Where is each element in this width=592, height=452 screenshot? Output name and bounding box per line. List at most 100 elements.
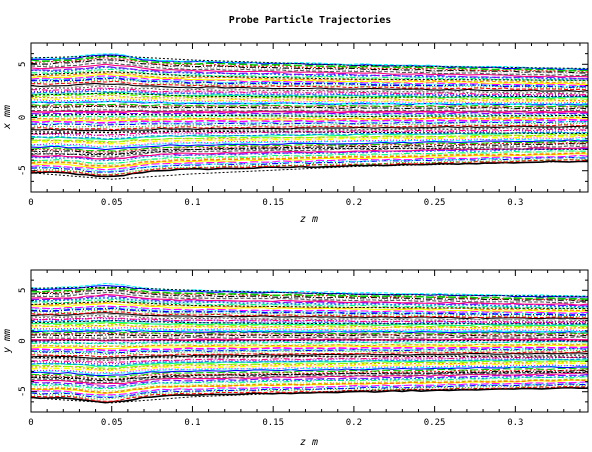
x-tick-label: 0.3 xyxy=(507,198,523,208)
trajectory-line xyxy=(31,307,588,316)
series-line xyxy=(31,339,588,342)
trajectory-line xyxy=(31,341,588,345)
x-tick-label: 0.25 xyxy=(424,418,446,428)
trajectory-line xyxy=(31,332,588,336)
trajectory-line xyxy=(31,131,588,140)
trajectory-line xyxy=(31,72,588,84)
trajectory-line xyxy=(31,360,588,369)
trajectory-line xyxy=(31,156,588,173)
trajectory-line xyxy=(31,117,588,122)
trajectory-line xyxy=(31,104,588,108)
trajectory-line xyxy=(31,75,588,87)
x-tick-label: 0.3 xyxy=(507,418,523,428)
trajectory-line xyxy=(31,85,588,94)
series-line xyxy=(31,355,588,359)
trajectory-line xyxy=(31,372,588,385)
trajectory-line xyxy=(31,382,588,398)
trajectory-line xyxy=(31,125,588,132)
trajectory-line xyxy=(31,317,588,324)
trajectory-line xyxy=(31,323,588,329)
trajectory-line xyxy=(31,386,588,402)
trajectory-line xyxy=(31,76,588,89)
trajectory-line xyxy=(31,302,588,312)
trajectory-line xyxy=(31,97,588,103)
series-line xyxy=(31,113,588,117)
trajectory-line xyxy=(31,106,588,111)
y-tick-label: 0 xyxy=(18,115,28,120)
trajectory-line xyxy=(31,362,588,372)
y-axis-label-top: x mm xyxy=(2,105,13,130)
trajectory-line xyxy=(31,57,588,73)
trajectory-line xyxy=(31,364,588,374)
trajectory-line xyxy=(31,306,588,315)
trajectory-line xyxy=(31,121,588,127)
x-tick-label: 0.15 xyxy=(262,198,284,208)
x-tick-label: 0.2 xyxy=(346,418,362,428)
trajectory-line xyxy=(31,289,588,302)
trajectory-line xyxy=(31,364,588,375)
trajectory-line xyxy=(31,381,588,396)
trajectory-line xyxy=(31,80,588,91)
trajectory-line xyxy=(31,350,588,358)
trajectory-line xyxy=(31,73,588,86)
trajectory-line xyxy=(31,290,588,303)
x-tick-label: 0 xyxy=(28,198,33,208)
trajectory-line xyxy=(31,133,588,143)
trajectory-line xyxy=(31,120,588,125)
trajectory-line xyxy=(31,103,588,108)
trajectory-line xyxy=(31,366,588,377)
trajectory-line xyxy=(31,98,588,104)
trajectory-line xyxy=(31,305,588,314)
y-tick-label: 5 xyxy=(18,288,28,293)
trajectory-line xyxy=(31,82,588,93)
trajectory-line xyxy=(31,118,588,124)
trajectory-line xyxy=(31,369,588,382)
series-line xyxy=(31,92,588,98)
trajectory-line xyxy=(31,297,588,308)
series-line xyxy=(31,130,588,134)
trajectory-line xyxy=(31,147,588,162)
trajectory-line xyxy=(31,151,588,168)
trajectory-line xyxy=(31,355,588,363)
trajectory-line xyxy=(31,348,588,354)
x-tick-label: 0.05 xyxy=(101,198,123,208)
x-tick-label: 0.1 xyxy=(184,418,200,428)
series-line xyxy=(31,160,588,180)
y-tick-label: 0 xyxy=(18,338,28,343)
trajectory-line xyxy=(31,136,588,148)
trajectory-line xyxy=(31,378,588,392)
trajectory-line xyxy=(31,384,588,400)
figure-title: Probe Particle Trajectories xyxy=(229,14,392,26)
trajectory-line xyxy=(31,375,588,389)
trajectory-line xyxy=(31,93,588,100)
trajectory-line xyxy=(31,126,588,135)
trajectory-line xyxy=(31,87,588,96)
trajectory-line xyxy=(31,367,588,378)
y-tick-label: -5 xyxy=(18,386,28,397)
trajectory-line xyxy=(31,292,588,304)
trajectory-line xyxy=(31,333,588,337)
trajectory-line xyxy=(31,143,588,155)
trajectory-line xyxy=(31,116,588,121)
series-line xyxy=(31,320,588,325)
axis-ticks-x: 0 0.05 0.1 0.15 0.2 0.25 0.3 -5 0 5 xyxy=(18,42,588,208)
trajectory-line xyxy=(31,346,588,352)
x-tick-label: 0.05 xyxy=(101,418,123,428)
trajectory-line xyxy=(31,91,588,99)
trajectory-line xyxy=(31,109,588,112)
trajectory-line xyxy=(31,139,588,151)
series-line xyxy=(31,371,588,381)
x-axis-label-bottom: z m xyxy=(300,437,318,448)
series-line xyxy=(31,286,588,297)
trajectory-line xyxy=(31,357,588,367)
trajectory-line xyxy=(31,63,588,78)
trajectory-line xyxy=(31,349,588,355)
trajectory-line xyxy=(31,150,588,164)
chart-y-vs-z: 0 0.05 0.1 0.15 0.2 0.25 0.3 -5 0 5 z m y mm xyxy=(2,269,589,448)
trajectory-line xyxy=(31,373,588,387)
trajectory-line xyxy=(31,294,588,306)
trajectory-line xyxy=(31,282,588,297)
trajectory-line xyxy=(31,158,588,176)
trajectory-line xyxy=(31,124,588,131)
